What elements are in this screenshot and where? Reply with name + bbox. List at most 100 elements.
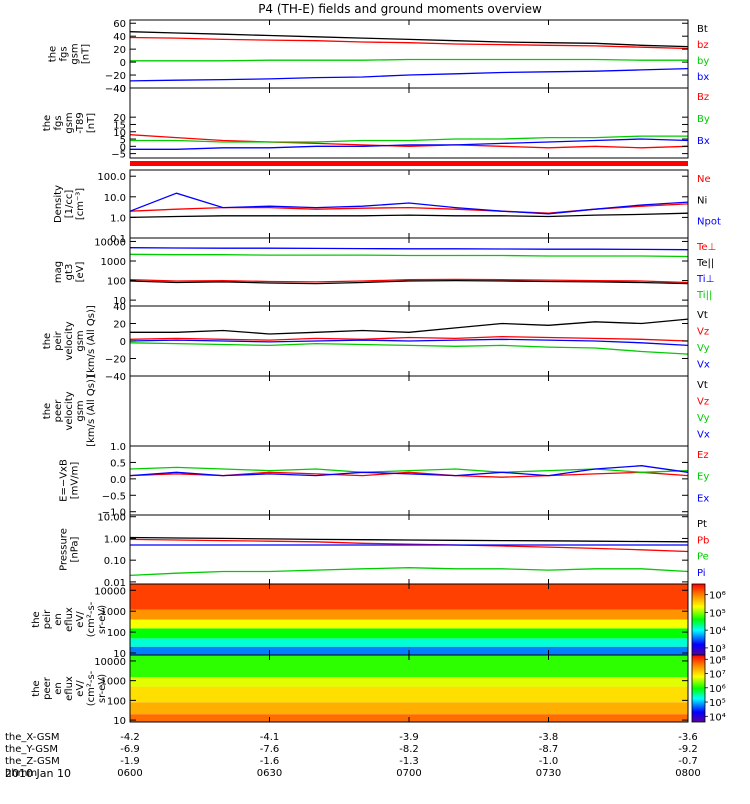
series-line [129,335,689,342]
y-axis-label: gsm [70,43,81,64]
legend-entry: Ex [697,493,709,504]
y-tick-label: 40 [113,32,126,43]
spectrogram-band [130,619,688,629]
series-line [129,212,689,219]
colorbar-tick-label: 10⁵ [709,608,726,619]
y-tick-label: −1.0 [102,508,126,519]
legend-entry: Pi [697,568,706,579]
legend-entry: Te|| [696,258,714,269]
y-axis-label: the [42,115,53,131]
spectrogram-band [130,609,688,620]
y-tick-label: −20 [105,71,126,82]
series-line [129,192,689,215]
y-tick-label: 20 [113,320,126,331]
series-layer [129,31,689,577]
series-line [130,135,688,143]
legend-entry: Ti|| [696,290,712,301]
ephemeris-value: -1.0 [539,756,559,767]
y-tick-label: 1000 [101,257,126,268]
y-tick-label: 20 [113,45,126,56]
x-tick-label: 0630 [257,768,282,779]
y-axis-label: (cm²-s- [86,670,97,706]
y-axis-label: sr-eV) [97,605,108,634]
y-axis-label: gsm [75,330,86,351]
y-tick-label: 10 [113,128,126,139]
y-axis-label: peer [53,399,64,423]
legend-entry: Bx [697,136,710,147]
series-line [129,67,689,82]
y-tick-label: 100.0 [97,172,126,183]
y-tick-label: −40 [105,372,126,383]
y-axis-label: fgs [53,115,64,130]
ephemeris-row-label: the_Y-GSM [5,744,58,755]
spectrogram-band [130,638,688,647]
ephemeris-value: -6.9 [120,744,140,755]
y-tick-label: 0 [120,142,126,153]
y-axis-label: velocity [64,391,75,430]
colorbar-tick-label: 10⁸ [709,655,726,666]
y-tick-label: 0.1 [110,234,126,245]
spectrogram-band [130,655,688,678]
series-line [130,318,689,335]
y-tick-label: 10000 [94,237,126,248]
legend-entry: bz [697,40,709,51]
legend-entry: Vz [697,327,709,338]
series-line [129,536,689,543]
y-tick-label: 40 [113,84,126,95]
y-tick-label: 40 [113,302,126,313]
colorbar-tick-label: 10⁶ [709,684,726,695]
y-tick-label: 10.0 [104,193,126,204]
legend-entry: Bz [697,92,709,103]
legend-entry: Ne [697,174,711,185]
legend-entry: Vx [697,430,710,441]
x-tick-label: 0800 [675,768,700,779]
series-line [129,247,689,251]
y-axis-label: en [53,613,64,626]
colorbar-tick-label: 10³ [709,644,726,655]
series-line [129,567,689,577]
y-axis-label: the [31,680,42,696]
y-tick-label: 15 [113,120,126,131]
y-tick-label: −0.5 [102,491,126,502]
y-tick-label: 10 [113,296,126,307]
figure-title: P4 (TH-E) fields and ground moments over… [258,2,542,16]
legend-entry: Te⊥ [696,242,716,253]
y-tick-label: 10 [113,716,126,727]
y-tick-label: −20 [105,355,126,366]
y-tick-label: 1.0 [110,213,126,224]
legend-entry: Bt [697,24,708,35]
series-line [129,31,689,48]
series-line [129,465,689,477]
ephemeris-value: -1.9 [120,756,140,767]
legend-entry: Ni [697,195,707,206]
colorbar [691,654,706,723]
y-tick-label: 10000 [94,657,126,668]
colorbar-tick-label: 10⁵ [709,698,726,709]
spectrogram-band [130,702,688,715]
colorbar-tick-label: 10⁴ [709,626,726,637]
panel-frame [129,375,689,447]
y-axis-label: gsm [64,112,75,133]
y-axis-label: [nT] [81,44,92,64]
ephemeris-value: -4.2 [120,732,140,743]
legend-entry: Ey [697,472,709,483]
y-axis-label: eV/ [75,611,86,628]
y-axis-label: Density [53,185,64,223]
series-line [130,138,689,150]
spectrogram-band [130,686,688,703]
ephemeris-value: -8.7 [539,744,559,755]
legend-entry: bx [697,72,709,83]
ephemeris-value: -3.6 [678,732,698,743]
y-axis-label: [nPa] [70,536,81,562]
y-axis-label: sr-eV) [97,674,108,703]
y-axis-label: gsm [75,400,86,421]
y-tick-label: −40 [105,84,126,95]
y-axis-label: [mV/m] [70,462,81,500]
y-axis-label: [nT] [86,113,97,133]
series-line [129,342,689,355]
y-axis-label: eflux [64,607,75,632]
legend-entry: Npot [697,217,721,228]
spectrogram-band [130,677,688,687]
series-line [129,279,689,285]
